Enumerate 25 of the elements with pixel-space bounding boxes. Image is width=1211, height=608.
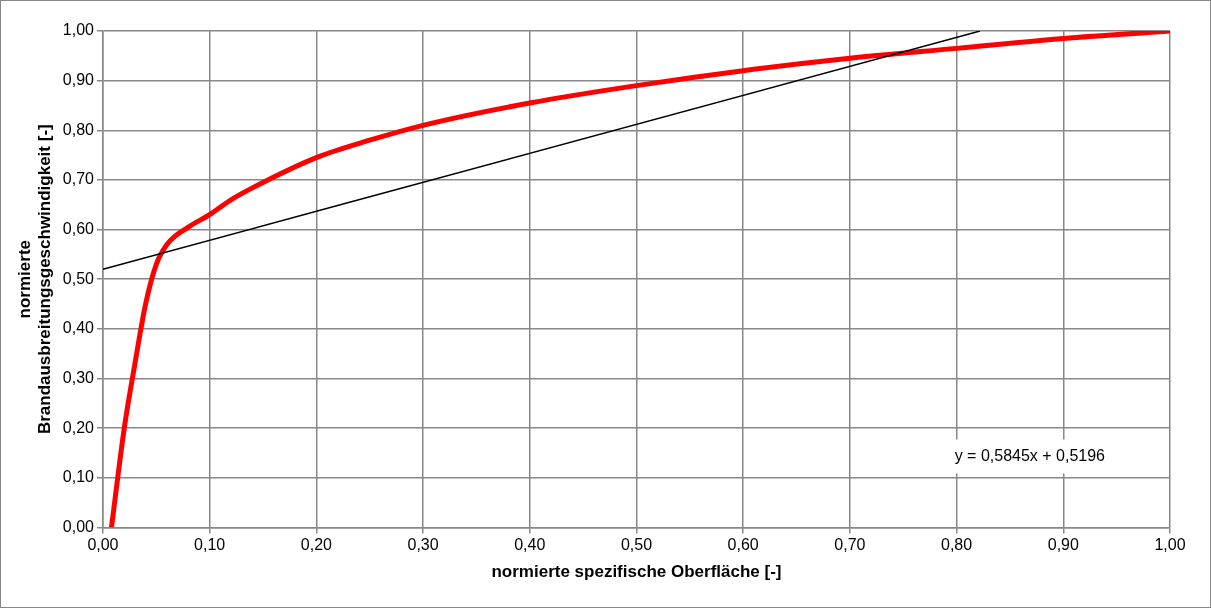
x-tick-label: 0,10 [194,536,226,554]
x-tick-label: 0,00 [87,536,119,554]
x-tick-label: 0,60 [727,536,759,554]
y-tick-label: 1,00 [62,21,95,39]
x-tick-label: 0,90 [1047,536,1079,554]
y-axis-title: normierte Brandausbreitungsgeschwindigkeit [-] [14,124,55,435]
y-tick-label: 0,50 [62,269,95,287]
y-tick-label: 0,40 [62,319,95,337]
x-tick-label: 0,30 [407,536,439,554]
y-tick-label: 0,10 [62,468,95,486]
y-tick-label: 0,20 [62,418,95,436]
x-axis-title: normierte spezifische Oberfläche [-] [491,562,782,582]
x-tick-label: 0,80 [941,536,973,554]
y-tick-label: 0,60 [62,219,95,237]
x-tick-label: 0,70 [834,536,866,554]
x-tick-label: 0,50 [620,536,653,554]
x-tick-label: 0,20 [300,536,333,554]
y-tick-label: 0,30 [62,368,95,386]
x-tick-label: 0,40 [514,536,546,554]
x-tick-label: 1,00 [1154,536,1186,554]
y-tick-label: 0,80 [62,120,95,138]
y-tick-label: 0,70 [62,170,95,188]
annotation: y = 0,5845x + 0,5196 [954,446,1106,464]
y-tick-label: 0,90 [62,71,95,89]
y-tick-label: 0,00 [62,517,95,535]
